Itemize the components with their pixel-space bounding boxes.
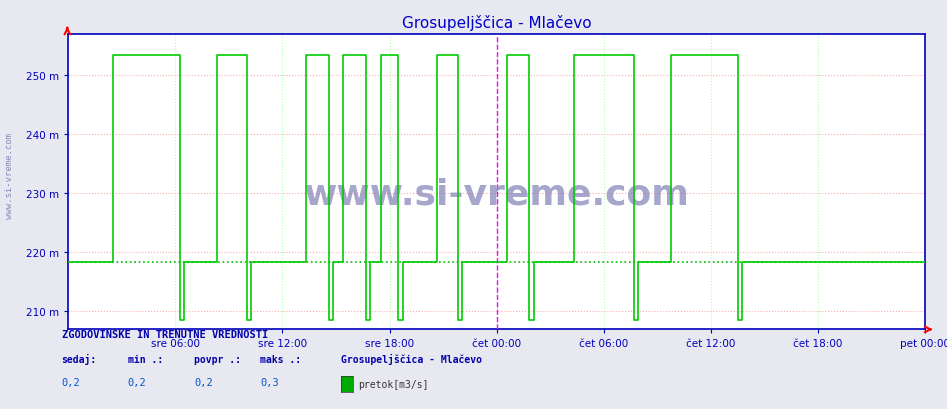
Text: ZGODOVINSKE IN TRENUTNE VREDNOSTI: ZGODOVINSKE IN TRENUTNE VREDNOSTI bbox=[62, 329, 268, 339]
Text: maks .:: maks .: bbox=[260, 354, 301, 364]
Text: 0,2: 0,2 bbox=[194, 377, 213, 387]
Text: Grosupeljščica - Mlačevo: Grosupeljščica - Mlačevo bbox=[341, 353, 482, 364]
Text: povpr .:: povpr .: bbox=[194, 354, 241, 364]
Text: sedaj:: sedaj: bbox=[62, 353, 97, 364]
Text: www.si-vreme.com: www.si-vreme.com bbox=[5, 133, 14, 219]
Text: www.si-vreme.com: www.si-vreme.com bbox=[304, 177, 689, 211]
Text: 0,2: 0,2 bbox=[128, 377, 147, 387]
Text: 0,2: 0,2 bbox=[62, 377, 80, 387]
Text: min .:: min .: bbox=[128, 354, 163, 364]
Text: 0,3: 0,3 bbox=[260, 377, 279, 387]
Text: pretok[m3/s]: pretok[m3/s] bbox=[358, 380, 428, 389]
Title: Grosupeljščica - Mlačevo: Grosupeljščica - Mlačevo bbox=[402, 15, 592, 31]
